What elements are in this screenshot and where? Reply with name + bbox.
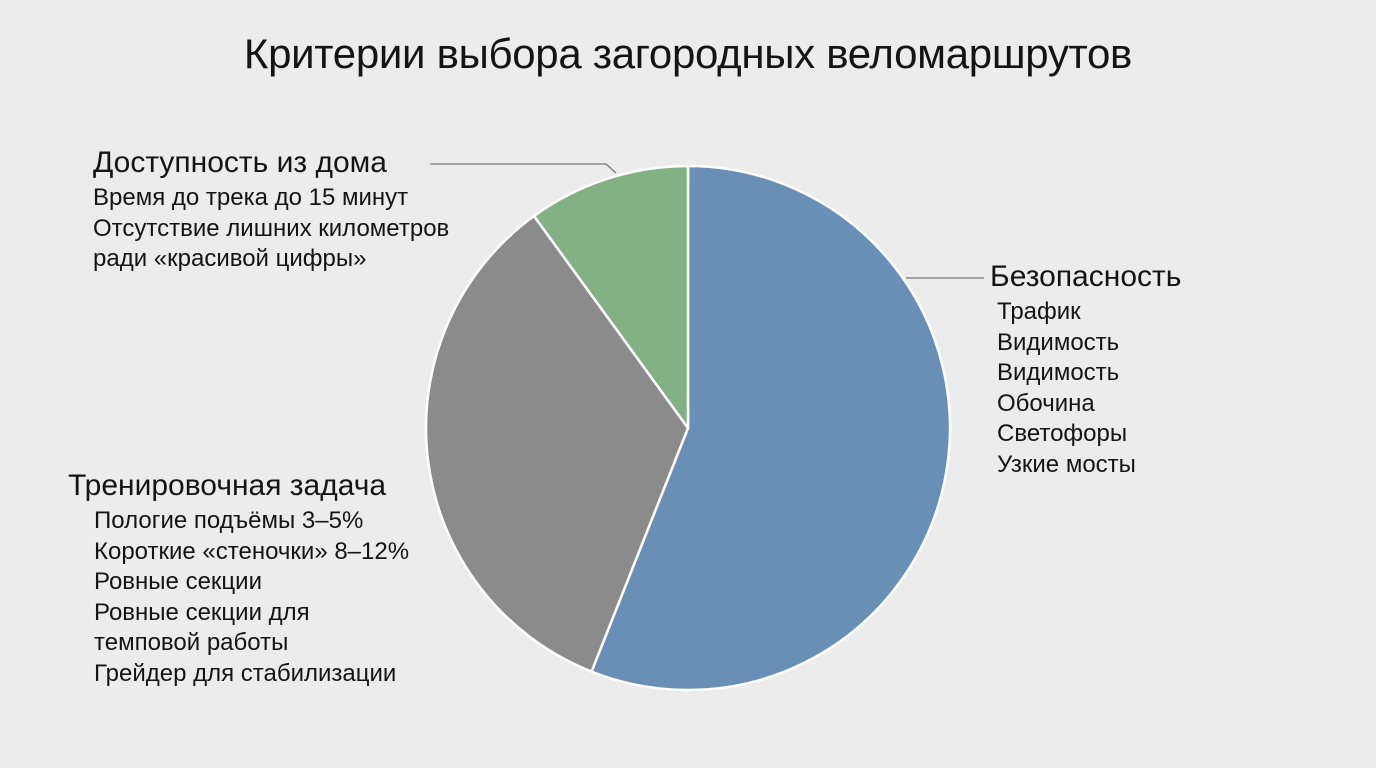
list-item: Отсутствие лишних километров [93, 214, 450, 242]
slice-items-safety: Трафик Видимость Видимость Обочина Свето… [997, 297, 1181, 480]
pie-slice-safety [590, 164, 952, 692]
chart-title: Критерии выбора загородных веломаршрутов [243, 30, 1133, 77]
list-item: Грейдер для стабилизации [94, 659, 397, 687]
list-item: Узкие мосты [997, 450, 1136, 478]
slice-label-access: Доступность из дома [93, 146, 387, 179]
list-item: Обочина [997, 389, 1095, 417]
list-item: Пологие подъёмы 3–5% [94, 507, 364, 534]
pie-slice-access [532, 164, 690, 430]
slice-items-training: Пологие подъёмы 3–5% Короткие «стеночки»… [94, 506, 409, 689]
list-item: Ровные секции [94, 568, 262, 595]
pie-slice-training [424, 214, 690, 673]
list-item: Светофоры [997, 420, 1128, 447]
slice-items-access: Время до трека до 15 минут Отсутствие ли… [93, 183, 449, 275]
list-item: темповой работы [94, 629, 289, 656]
list-item: Видимость [997, 328, 1120, 356]
label-block-access: Доступность из дома Время до трека до 15… [93, 145, 449, 275]
list-item: Короткие «стеночки» 8–12% [94, 537, 410, 565]
label-block-safety: Безопасность Трафик Видимость Видимость … [990, 259, 1181, 480]
label-block-training: Тренировочная задача Пологие подъёмы 3–5… [68, 468, 409, 689]
list-item: ради «красивой цифры» [93, 245, 367, 272]
list-item: Видимость [997, 359, 1120, 386]
list-item: Время до трека до 15 минут [93, 184, 409, 211]
list-item: Трафик [997, 298, 1081, 325]
leader-line-access [430, 163, 617, 174]
list-item: Ровные секции для [94, 598, 310, 626]
slice-label-training: Тренировочная задача [68, 469, 387, 502]
slice-label-safety: Безопасность [990, 260, 1182, 293]
